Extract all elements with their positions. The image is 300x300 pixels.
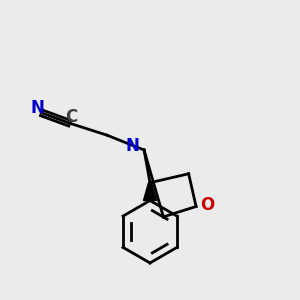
Text: O: O [200, 196, 214, 214]
Text: N: N [30, 99, 44, 117]
Text: C: C [65, 108, 77, 126]
Text: N: N [125, 136, 139, 154]
Polygon shape [143, 183, 157, 200]
